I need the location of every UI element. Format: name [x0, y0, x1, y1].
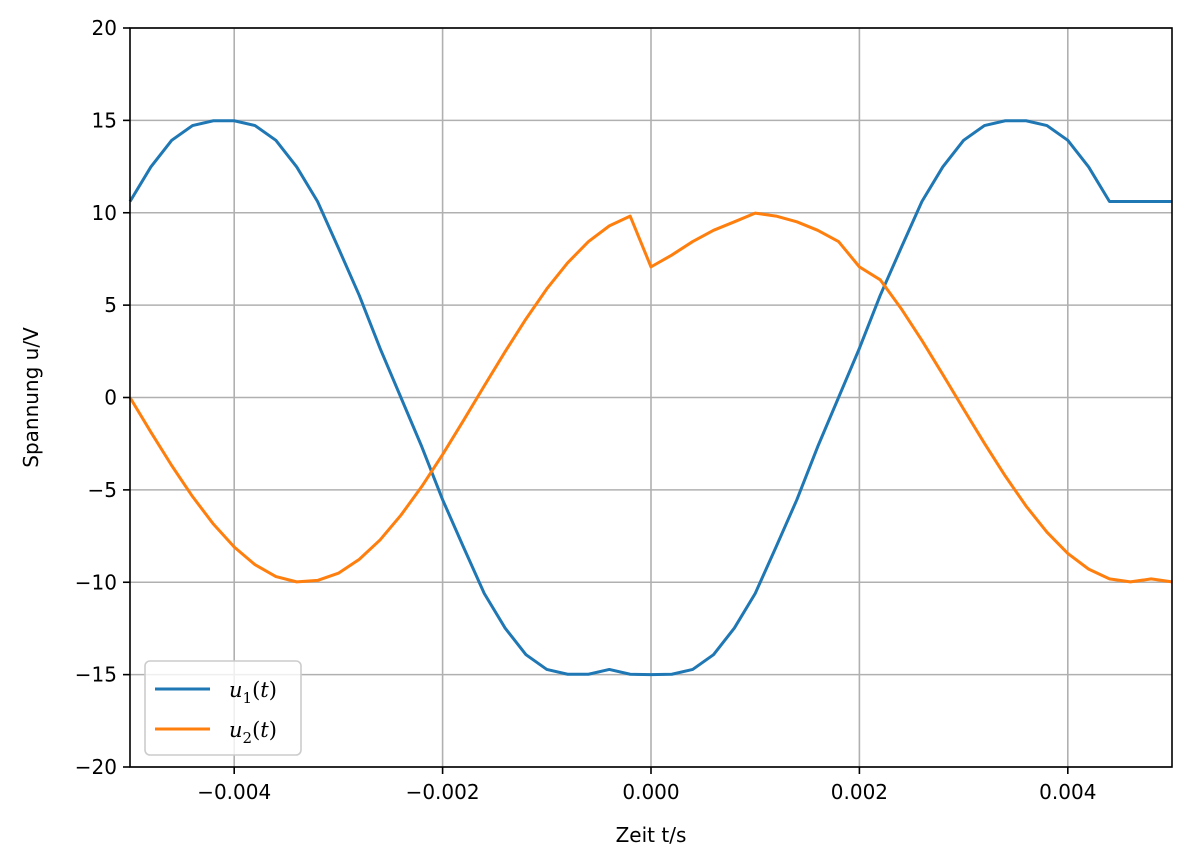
x-tick-label-2: 0.000	[622, 780, 679, 804]
y-tick-label-2: 10	[92, 201, 117, 225]
y-tick-label-6: −10	[75, 570, 117, 594]
legend: u1(t) u2(t)	[144, 660, 302, 756]
y-tick-label-3: 5	[104, 293, 117, 317]
x-tick-label-4: 0.004	[1039, 780, 1096, 804]
series-line-1	[128, 119, 1172, 677]
y-tick-label-1: 15	[92, 108, 117, 132]
x-tick-label-3: 0.002	[831, 780, 888, 804]
series-group	[128, 119, 1173, 677]
series-line-2	[128, 211, 1173, 584]
y-tick-label-4: 0	[104, 386, 117, 410]
legend-label-2: u2(t)	[229, 718, 277, 747]
x-tick-label-1: −0.002	[406, 780, 480, 804]
x-axis-label: Zeit t/s	[616, 823, 687, 847]
legend-label-1: u1(t)	[229, 678, 277, 707]
y-tick-label-5: −5	[88, 478, 117, 502]
x-axis-ticks: −0.004 −0.002 0.000 0.002 0.004	[197, 767, 1096, 804]
y-axis-ticks: 20 15 10 5 0 −5 −10 −15 −20	[75, 16, 130, 779]
x-tick-label-0: −0.004	[197, 780, 271, 804]
y-tick-label-8: −20	[75, 755, 117, 779]
y-tick-label-7: −15	[75, 663, 117, 687]
y-tick-label-0: 20	[92, 16, 117, 40]
legend-box	[144, 660, 302, 756]
y-axis-label: Spannung u/V	[19, 327, 43, 468]
